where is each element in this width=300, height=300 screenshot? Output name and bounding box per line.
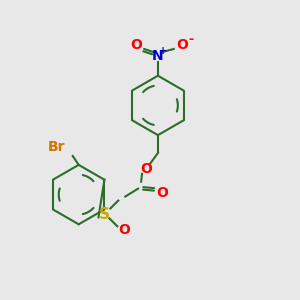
Text: O: O (130, 38, 142, 52)
Text: S: S (99, 207, 110, 222)
Text: N: N (152, 49, 164, 63)
Text: O: O (140, 162, 152, 176)
Text: -: - (188, 32, 193, 46)
Text: +: + (159, 46, 167, 56)
Text: O: O (176, 38, 188, 52)
Text: O: O (118, 223, 130, 237)
Text: O: O (156, 186, 168, 200)
Text: Br: Br (48, 140, 66, 154)
